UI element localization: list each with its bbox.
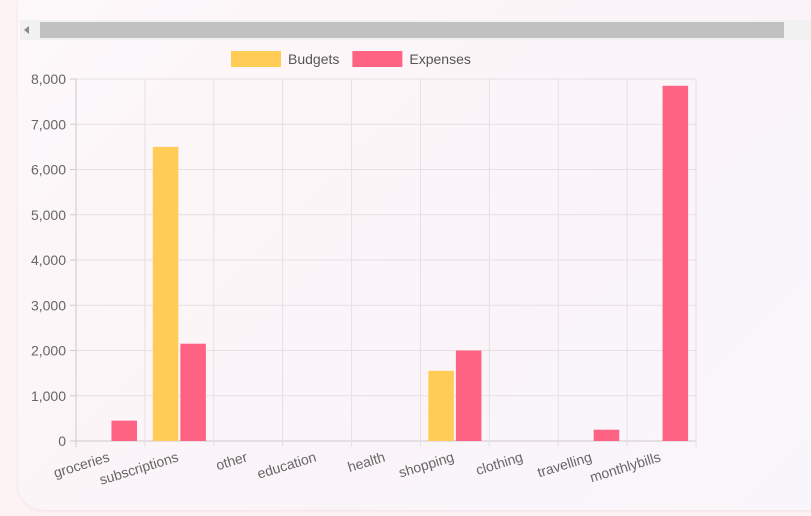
y-tick-label: 6,000 (31, 162, 66, 178)
x-tick-label: other (214, 448, 250, 473)
chart-bars (111, 85, 689, 442)
legend-item-budgets[interactable]: Budgets (231, 51, 339, 67)
bar-expenses-shopping[interactable] (455, 350, 482, 442)
horizontal-scrollbar[interactable] (20, 20, 811, 40)
chart-grid (70, 78, 697, 447)
x-tick-label: subscriptions (97, 449, 180, 488)
y-tick-label: 4,000 (31, 252, 66, 268)
y-tick-label: 1,000 (31, 388, 66, 404)
x-tick-label: health (346, 449, 387, 475)
bar-budgets-shopping[interactable] (428, 370, 454, 441)
x-tick-label: shopping (397, 449, 456, 481)
legend-label: Budgets (288, 51, 339, 67)
y-tick-label: 8,000 (31, 71, 66, 87)
x-tick-label: education (255, 449, 318, 482)
y-tick-label: 3,000 (31, 297, 66, 313)
y-tick-label: 7,000 (31, 116, 66, 132)
legend-swatch (352, 51, 403, 67)
y-tick-label: 5,000 (31, 207, 66, 223)
bar-budgets-subscriptions[interactable] (152, 146, 179, 441)
bar-expenses-subscriptions[interactable] (180, 343, 206, 441)
legend-label: Expenses (409, 51, 470, 67)
x-tick-label: monthlybills (588, 449, 663, 486)
bar-expenses-travelling[interactable] (593, 429, 620, 441)
x-tick-label: travelling (535, 449, 593, 481)
scrollbar-thumb[interactable] (40, 22, 784, 38)
chart-legend: Budgets Expenses (231, 51, 471, 67)
y-tick-label: 0 (58, 433, 66, 449)
bar-expenses-groceries[interactable] (111, 420, 137, 441)
scroll-left-arrow-icon[interactable] (24, 26, 29, 34)
legend-item-expenses[interactable]: Expenses (352, 51, 471, 67)
legend-swatch (231, 51, 281, 67)
x-tick-label: clothing (474, 449, 525, 478)
y-tick-label: 2,000 (31, 343, 66, 359)
bar-expenses-monthlybills[interactable] (662, 85, 689, 441)
y-axis-ticks: 0 1,000 2,000 3,000 4,000 5,000 6,000 7,000 8,00… (31, 71, 66, 449)
